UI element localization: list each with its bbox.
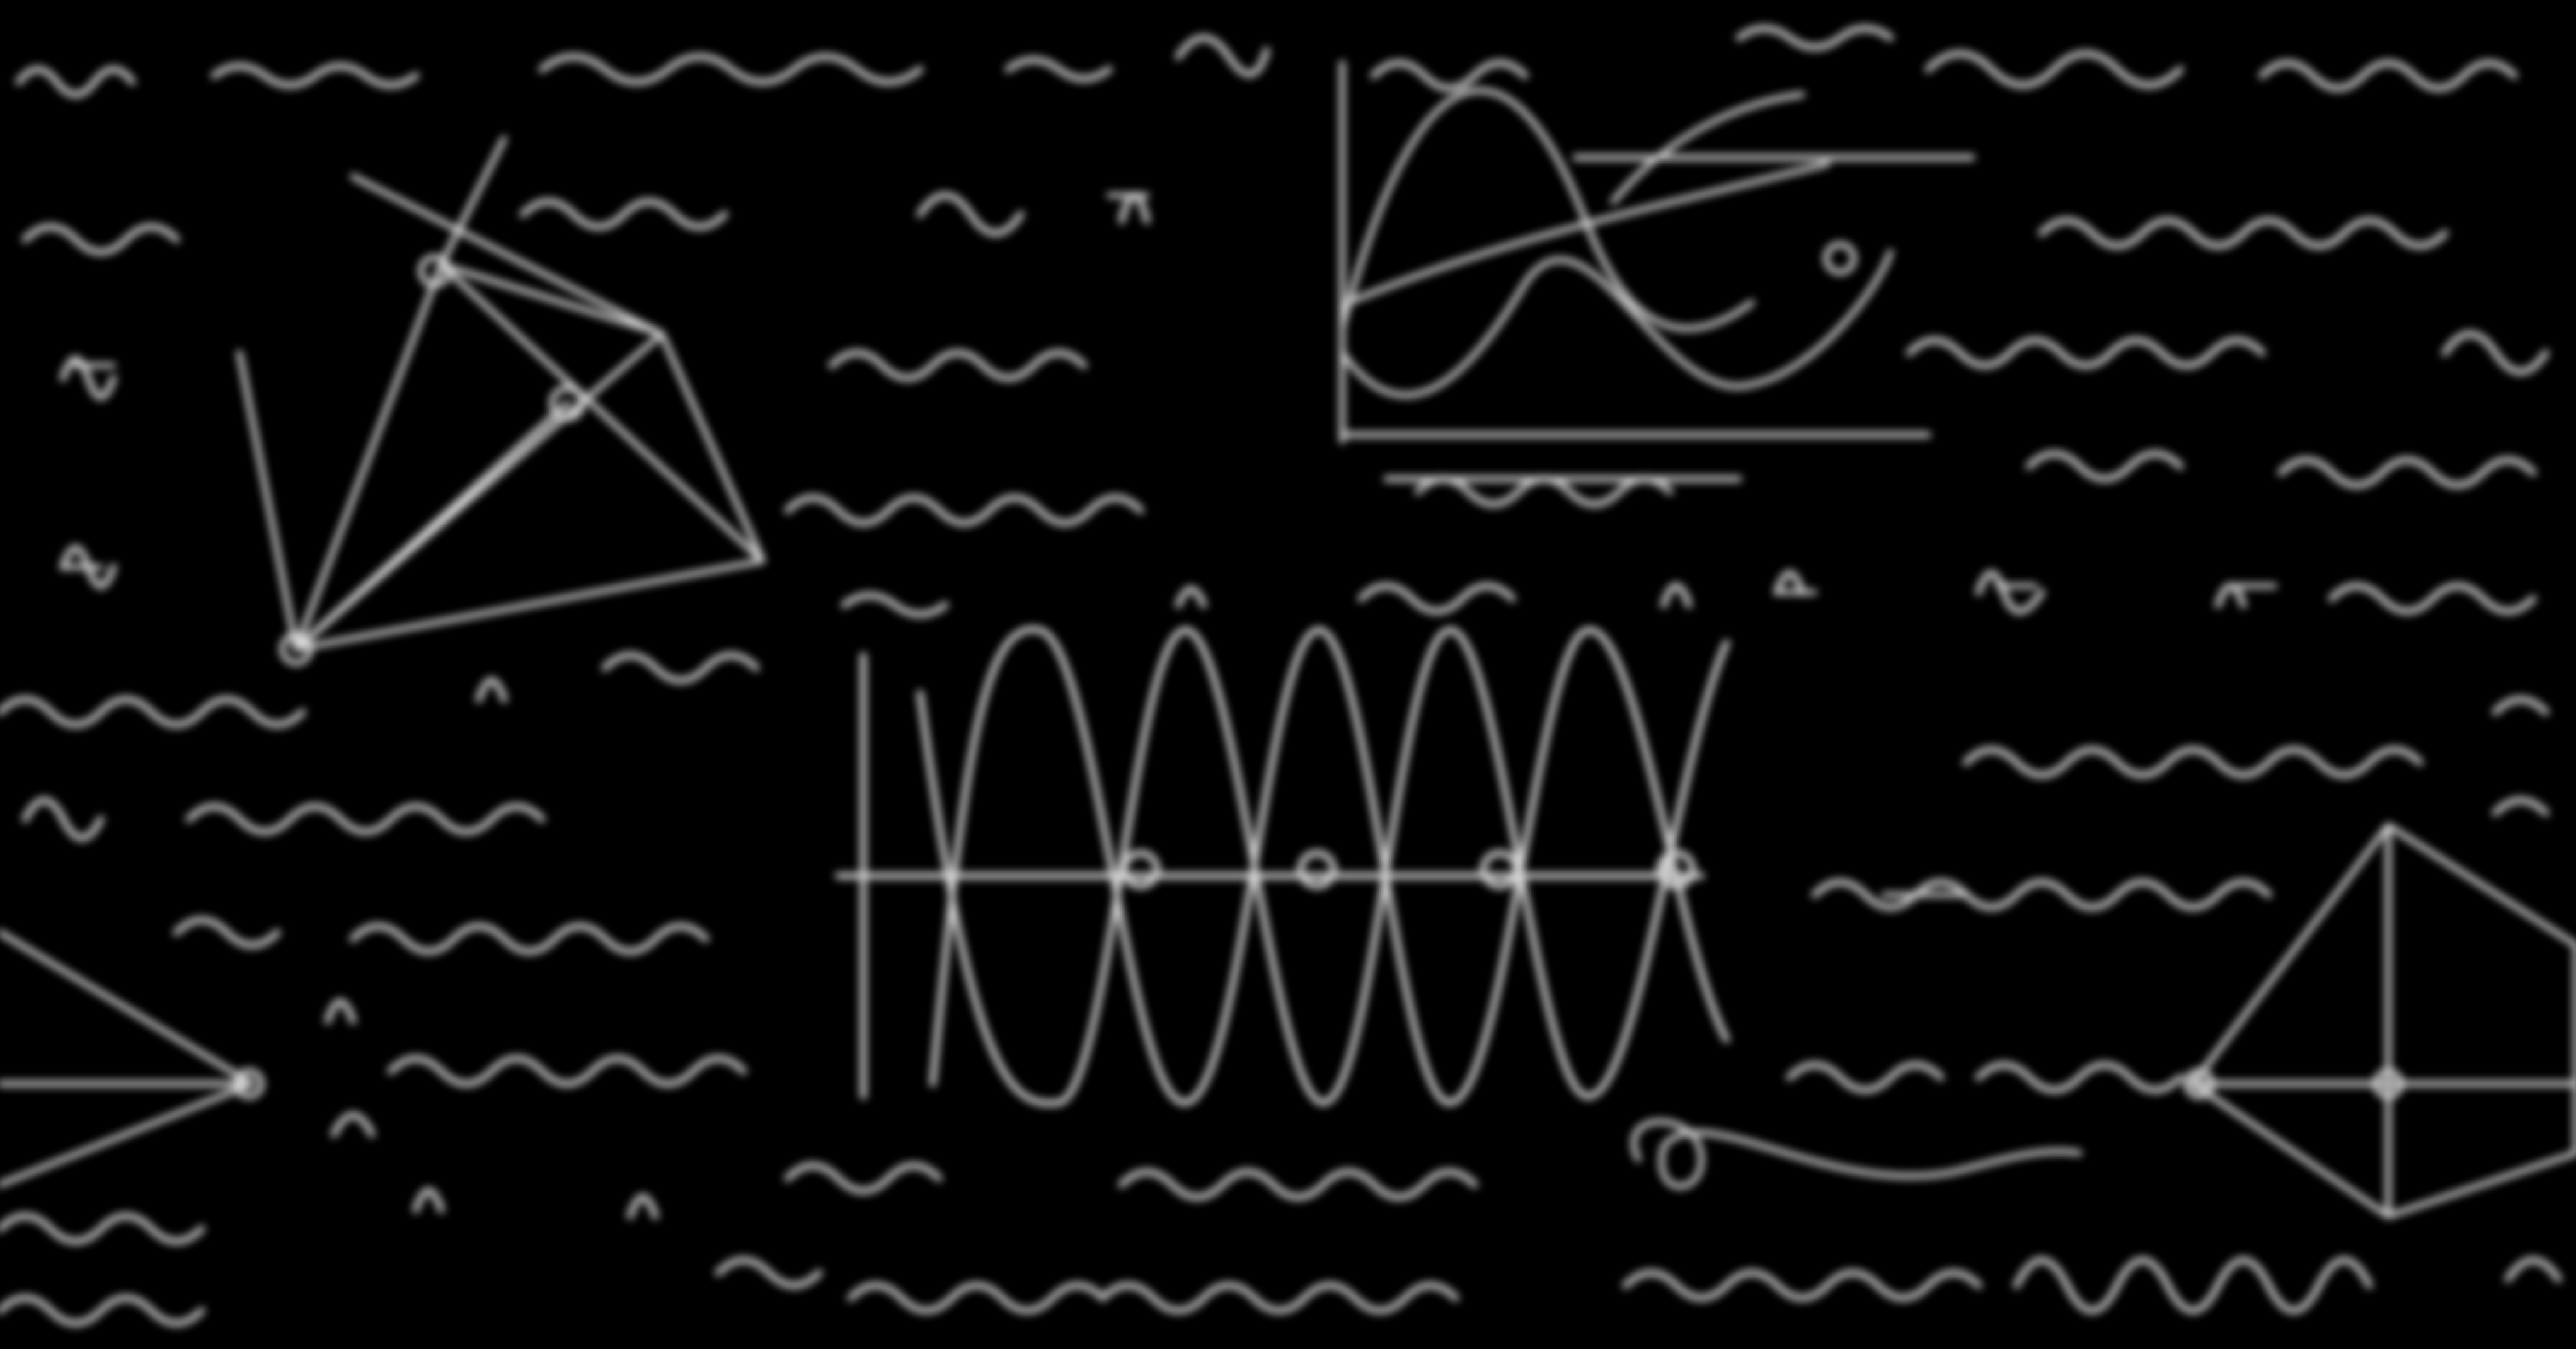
top-center-curves-graph xyxy=(1339,60,1975,482)
formula-scribbles xyxy=(0,25,2562,1327)
left-geometry-figure xyxy=(236,135,766,666)
bottom-squiggle xyxy=(1631,1118,2083,1190)
left-triangle-figure xyxy=(0,929,265,1188)
right-diamond-figure xyxy=(2183,822,2576,1219)
center-sine-wave xyxy=(835,626,1730,1106)
fraction-bars xyxy=(60,193,2277,897)
